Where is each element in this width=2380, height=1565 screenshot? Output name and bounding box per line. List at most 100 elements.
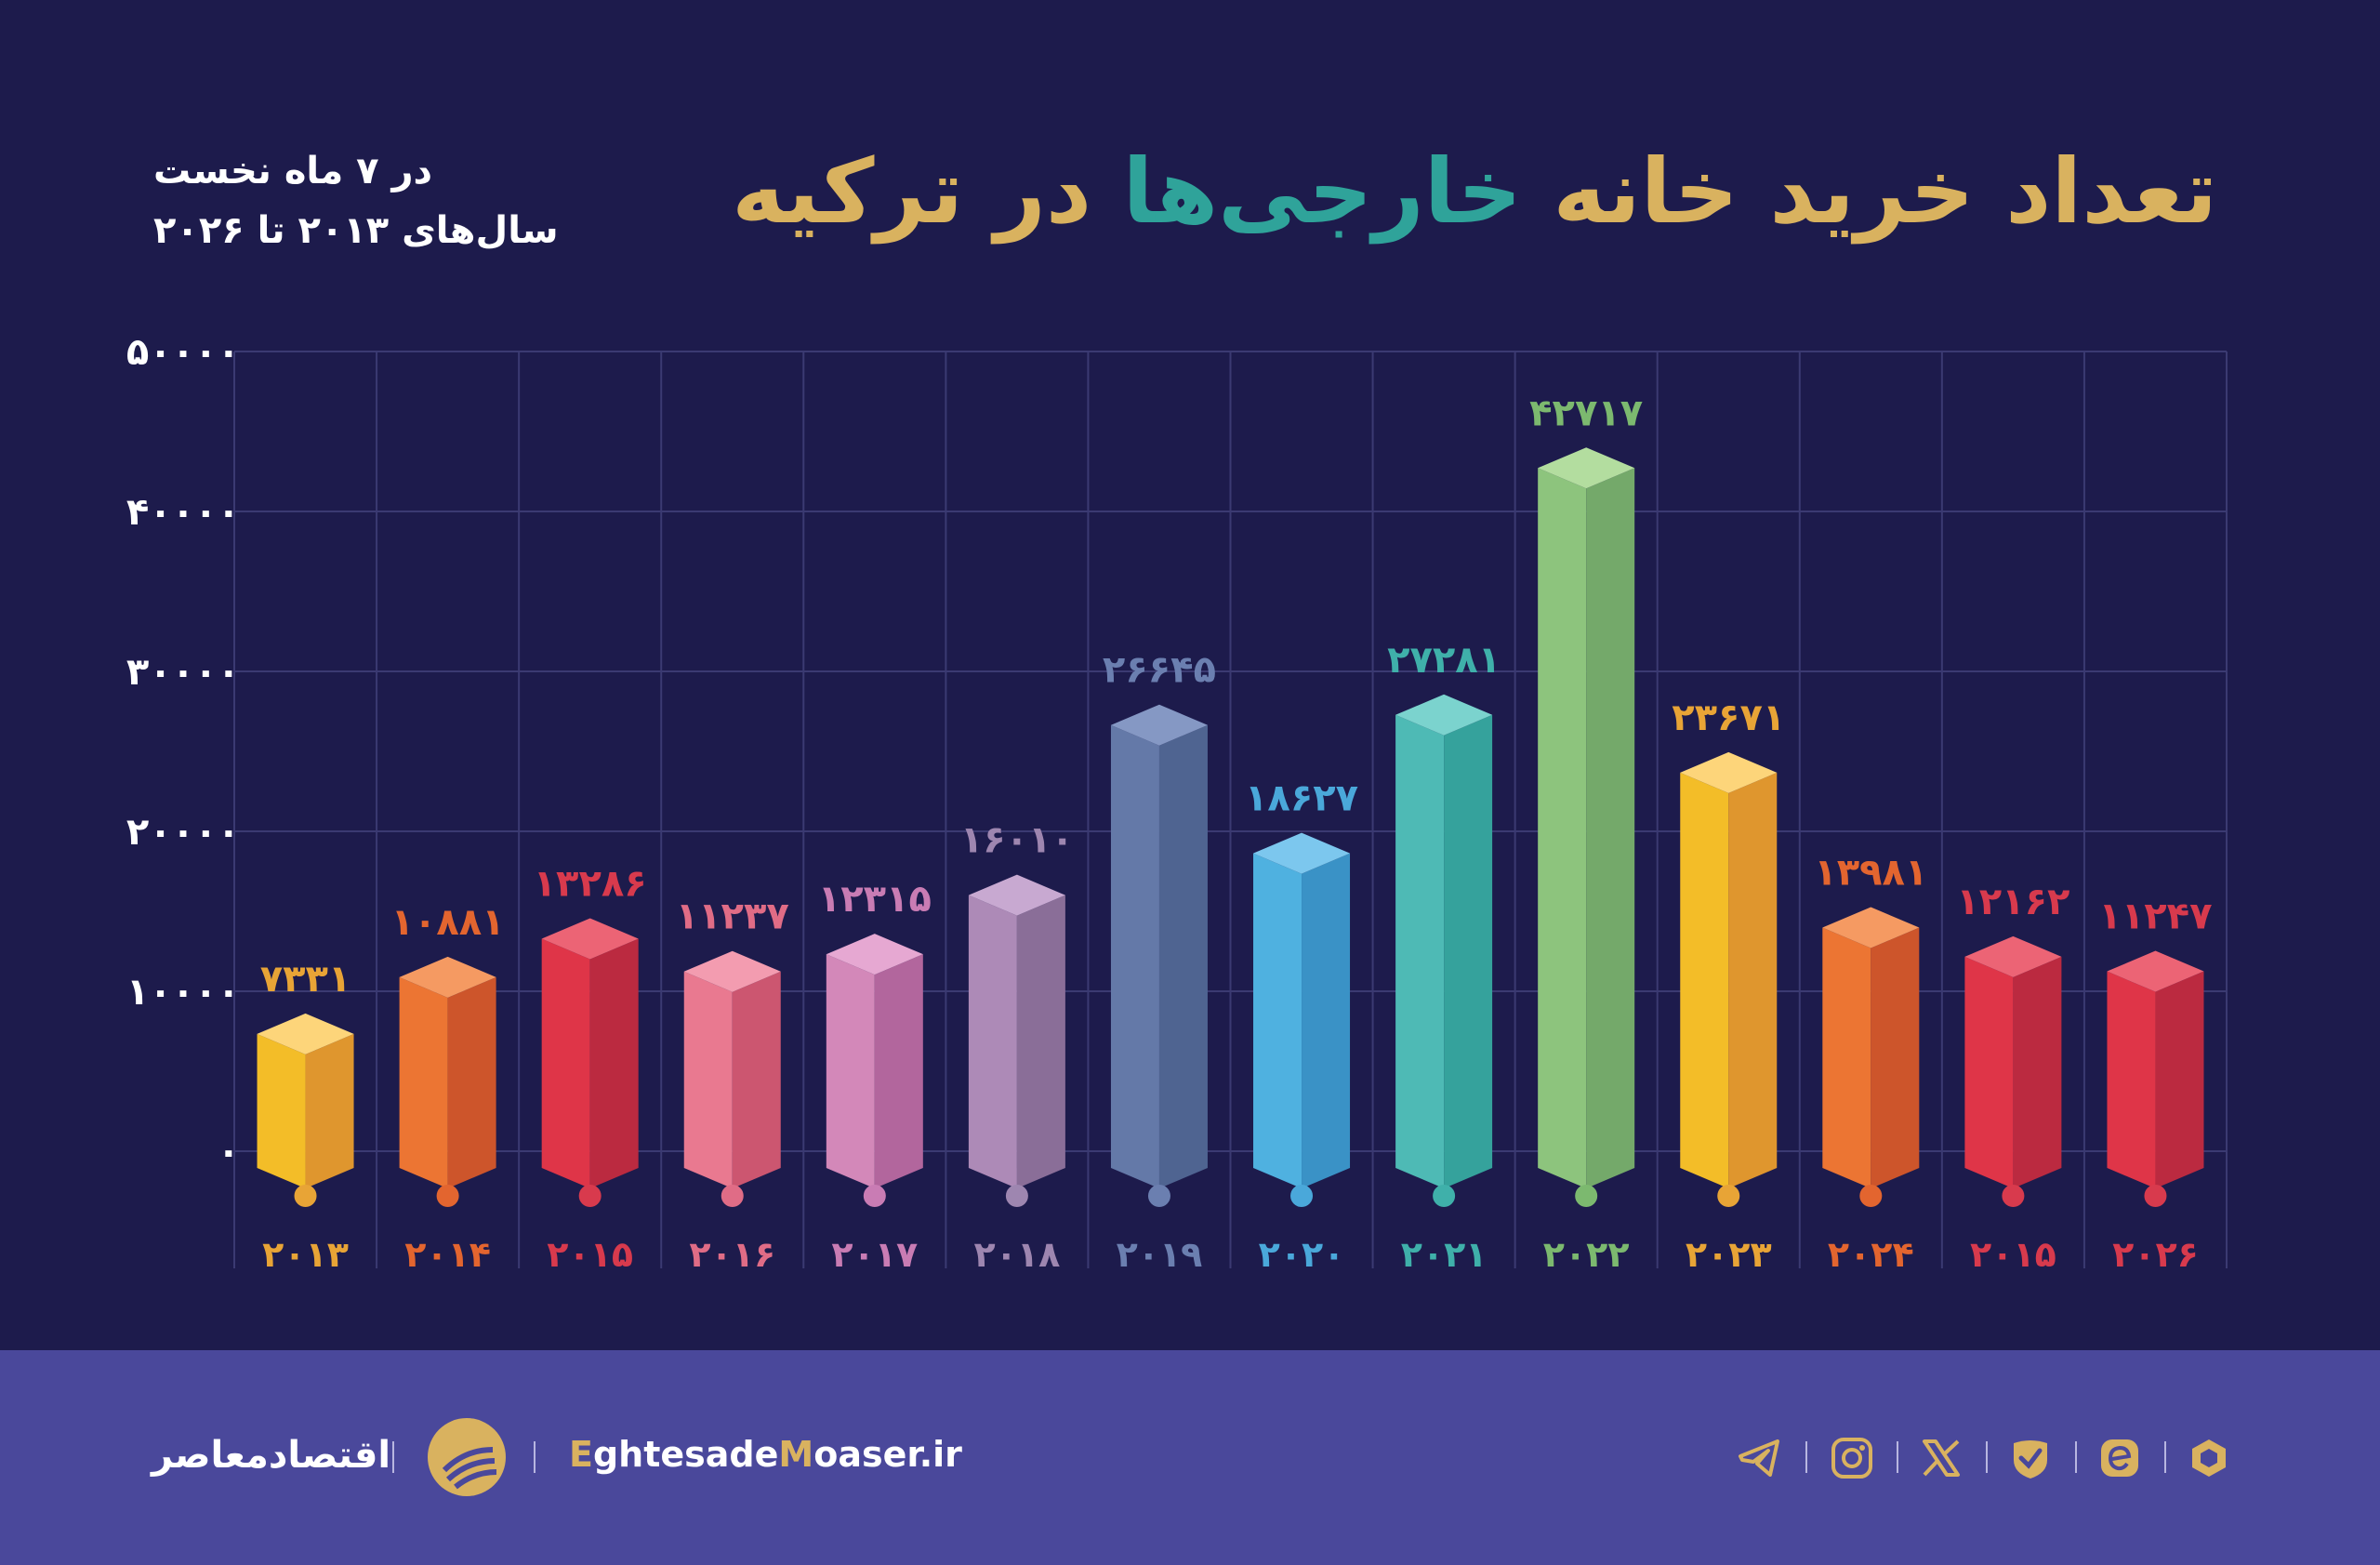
bar-face — [1110, 724, 1159, 1188]
divider — [1805, 1441, 1807, 1473]
divider — [1897, 1441, 1898, 1473]
bar-side — [2013, 956, 2062, 1188]
bar-top — [826, 934, 923, 975]
bar-chart: ۰ ۱۰۰۰۰ ۲۰۰۰۰ ۳۰۰۰۰ ۴۰۰۰۰ ۵۰۰۰۰ ۷۳۳۱ ۲۰۱۳ ۱۰۸۸۱ ۲… — [126, 331, 2228, 1275]
category-dot — [2144, 1185, 2167, 1207]
x-tick-label: ۲۰۱۷ — [831, 1234, 918, 1275]
bale-icon[interactable] — [2185, 1434, 2233, 1482]
bar-face — [968, 895, 1017, 1188]
bar-top — [1395, 694, 1493, 736]
bar-value-label: ۱۳۲۸۶ — [534, 862, 647, 905]
chart-subtitle: در ۷ ماه نخست سال‌های ۲۰۱۳ تا ۲۰۲۶ — [153, 141, 559, 260]
category-dot — [1859, 1185, 1883, 1207]
bar-top — [1110, 704, 1208, 746]
bar-top — [399, 956, 496, 998]
x-tick-label: ۲۰۱۶ — [689, 1234, 775, 1275]
bar-top — [2107, 950, 2204, 992]
bar-face — [1538, 468, 1587, 1189]
category-dot — [721, 1185, 744, 1207]
website-link[interactable]: EghtesadeMoaser.ir — [569, 1434, 962, 1475]
bar-top — [1964, 935, 2062, 977]
category-dot — [436, 1185, 459, 1207]
x-tick-label: ۲۰۲۶ — [2112, 1234, 2199, 1275]
x-icon[interactable] — [1917, 1434, 1965, 1482]
bar-side — [589, 938, 639, 1188]
bar-side — [1586, 468, 1635, 1189]
y-tick-label: ۵۰۰۰۰ — [126, 331, 240, 374]
y-tick-label: ۲۰۰۰۰ — [126, 811, 240, 854]
category-dot — [1005, 1185, 1028, 1207]
site-part: ghtesade — [592, 1434, 779, 1475]
bar-top — [683, 950, 781, 992]
y-tick-label: ۴۰۰۰۰ — [126, 491, 240, 534]
bar-value-label: ۱۳۹۸۱ — [1814, 852, 1927, 895]
category-dot — [2002, 1185, 2025, 1207]
x-tick-label: ۲۰۲۳ — [1686, 1234, 1772, 1275]
x-tick-label: ۲۰۱۳ — [262, 1234, 349, 1275]
bar-face — [1253, 853, 1302, 1188]
category-dot — [1147, 1185, 1170, 1207]
footer: اقتصادمعاصر EghtesadeMoaser.ir — [0, 1350, 2380, 1565]
y-tick-label: ۱۰۰۰۰ — [126, 971, 240, 1014]
category-dot — [1717, 1185, 1740, 1207]
divider — [1986, 1441, 1988, 1473]
bar-top — [257, 1013, 354, 1054]
divider — [392, 1441, 394, 1473]
instagram-icon[interactable] — [1828, 1434, 1876, 1482]
x-tick-label: ۲۰۱۸ — [974, 1234, 1061, 1275]
category-dot — [578, 1185, 602, 1207]
x-tick-label: ۲۰۱۵ — [1970, 1234, 2056, 1275]
brand-name: اقتصادمعاصر — [152, 1434, 391, 1477]
bar-face — [1395, 714, 1445, 1188]
bar-side — [305, 1033, 354, 1188]
x-tick-label: ۲۰۲۱ — [1401, 1234, 1488, 1275]
title-accent: خارجی‌ها — [1122, 139, 1522, 244]
subtitle-line1: در ۷ ماه نخست — [153, 150, 433, 192]
category-dot — [1433, 1185, 1456, 1207]
bar-value-label: ۴۲۷۱۷ — [1529, 391, 1643, 434]
bar-side — [447, 976, 496, 1188]
eitaa-icon[interactable] — [2006, 1434, 2055, 1482]
bar-side — [1302, 853, 1351, 1188]
x-tick-label: ۲۰۲۲ — [1543, 1234, 1630, 1275]
x-tick-label: ۲۰۱۴ — [404, 1234, 491, 1275]
divider — [2075, 1441, 2077, 1473]
bar-top — [541, 918, 639, 960]
bar-face — [2107, 971, 2156, 1188]
chart-title: تعداد خرید خانه خارجی‌ها در ترکیه — [732, 139, 2217, 244]
title-part2: در ترکیه — [732, 139, 1092, 244]
site-tld: .ir — [919, 1434, 962, 1475]
y-tick-label: ۳۰۰۰۰ — [126, 651, 240, 694]
x-tick-label: ۲۰۲۴ — [1828, 1234, 1914, 1275]
bar-top — [1822, 907, 1920, 948]
brand-logo-icon — [428, 1418, 506, 1496]
bar-side — [1728, 772, 1778, 1188]
bar-side — [1871, 927, 1920, 1188]
bar-side — [1444, 714, 1493, 1188]
divider — [2164, 1441, 2166, 1473]
site-letter-e: E — [569, 1434, 593, 1475]
bar-face — [1822, 927, 1871, 1188]
category-dot — [1290, 1185, 1314, 1207]
bar-side — [874, 954, 923, 1188]
bar-value-label: ۱۲۱۶۲ — [1956, 881, 2069, 923]
title-part1: تعداد خرید خانه — [1553, 139, 2217, 244]
bar-value-label: ۲۷۲۸۱ — [1387, 639, 1501, 682]
bar-value-label: ۱۱۲۴۷ — [2098, 895, 2212, 938]
divider — [534, 1441, 536, 1473]
bar-top — [1253, 832, 1351, 874]
site-part: oaser — [813, 1434, 919, 1475]
bar-side — [2155, 971, 2204, 1188]
telegram-icon[interactable] — [1735, 1434, 1783, 1482]
bar-value-label: ۱۶۰۱۰ — [960, 819, 1074, 862]
x-tick-label: ۲۰۱۵ — [547, 1234, 633, 1275]
bar-face — [541, 938, 590, 1188]
bar-face — [257, 1033, 306, 1188]
bar-face — [826, 954, 875, 1188]
site-letter-m: M — [778, 1434, 814, 1475]
bar-side — [1016, 895, 1065, 1188]
bar-value-label: ۱۱۲۳۷ — [676, 895, 789, 938]
rubika-icon[interactable] — [2096, 1434, 2144, 1482]
category-dot — [1575, 1185, 1598, 1207]
bar-top — [1680, 751, 1778, 793]
